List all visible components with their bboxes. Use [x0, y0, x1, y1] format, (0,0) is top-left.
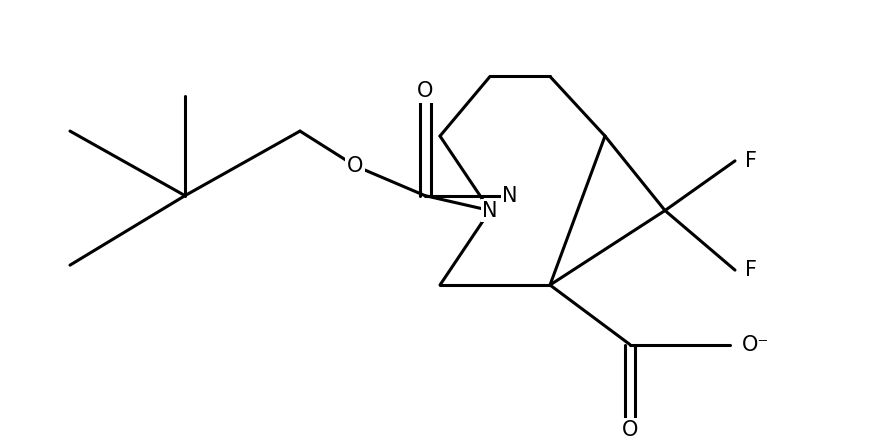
- Text: O⁻: O⁻: [742, 335, 770, 354]
- Text: O: O: [417, 81, 433, 101]
- Text: O: O: [622, 420, 638, 440]
- Text: F: F: [745, 260, 757, 280]
- Text: O: O: [347, 156, 363, 176]
- Text: N: N: [482, 201, 498, 221]
- Text: F: F: [745, 151, 757, 171]
- Text: N: N: [503, 186, 518, 206]
